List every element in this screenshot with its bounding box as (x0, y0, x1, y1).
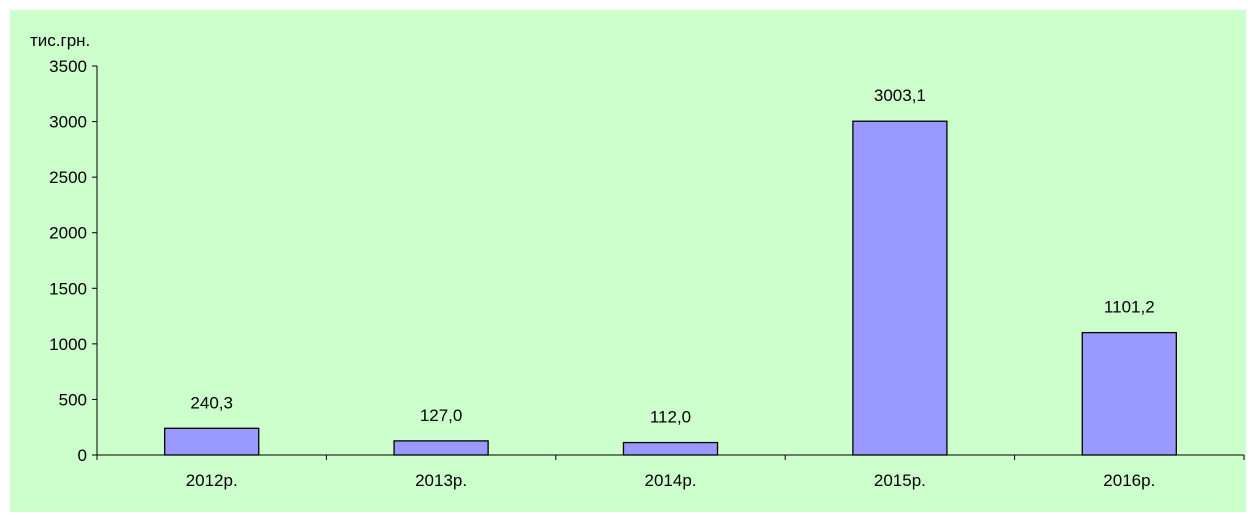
bar (622, 441, 719, 456)
bar (164, 427, 260, 456)
bar (1081, 331, 1177, 456)
y-tick-label: 3000 (49, 113, 87, 132)
x-tick-label: 2015р. (874, 471, 926, 490)
x-tick-label: 2013р. (415, 471, 467, 490)
bar (393, 440, 489, 456)
x-tick-label: 2016р. (1103, 471, 1155, 490)
y-tick-label: 1500 (49, 279, 87, 298)
bar-value-label: 240,3 (190, 393, 233, 412)
y-tick-label: 500 (59, 390, 87, 409)
x-tick-labels: 2012р. 2013р. 2014р. 2015р. 2016р. (186, 471, 1156, 490)
y-tick-label: 1000 (49, 335, 87, 354)
x-tick-label: 2014р. (645, 471, 697, 490)
bar-value-label: 112,0 (650, 408, 691, 427)
data-labels: 240,3 127,0 112,0 3003,1 1101,2 (190, 86, 1154, 426)
y-tick-label: 0 (78, 446, 87, 465)
bars (164, 120, 1177, 456)
y-tick-label: 2000 (49, 224, 87, 243)
bar-value-label: 1101,2 (1104, 298, 1155, 317)
bar-value-label: 3003,1 (874, 86, 926, 105)
y-tick-label: 2500 (49, 168, 87, 187)
y-axis-unit-label: тис.грн. (30, 31, 90, 50)
bar (852, 120, 948, 456)
bar-value-label: 127,0 (420, 406, 463, 425)
x-tick-label: 2012р. (186, 471, 238, 490)
y-axis: 0 500 1000 1500 2000 2500 3000 3500 (49, 57, 98, 465)
y-tick-label: 3500 (49, 57, 87, 76)
